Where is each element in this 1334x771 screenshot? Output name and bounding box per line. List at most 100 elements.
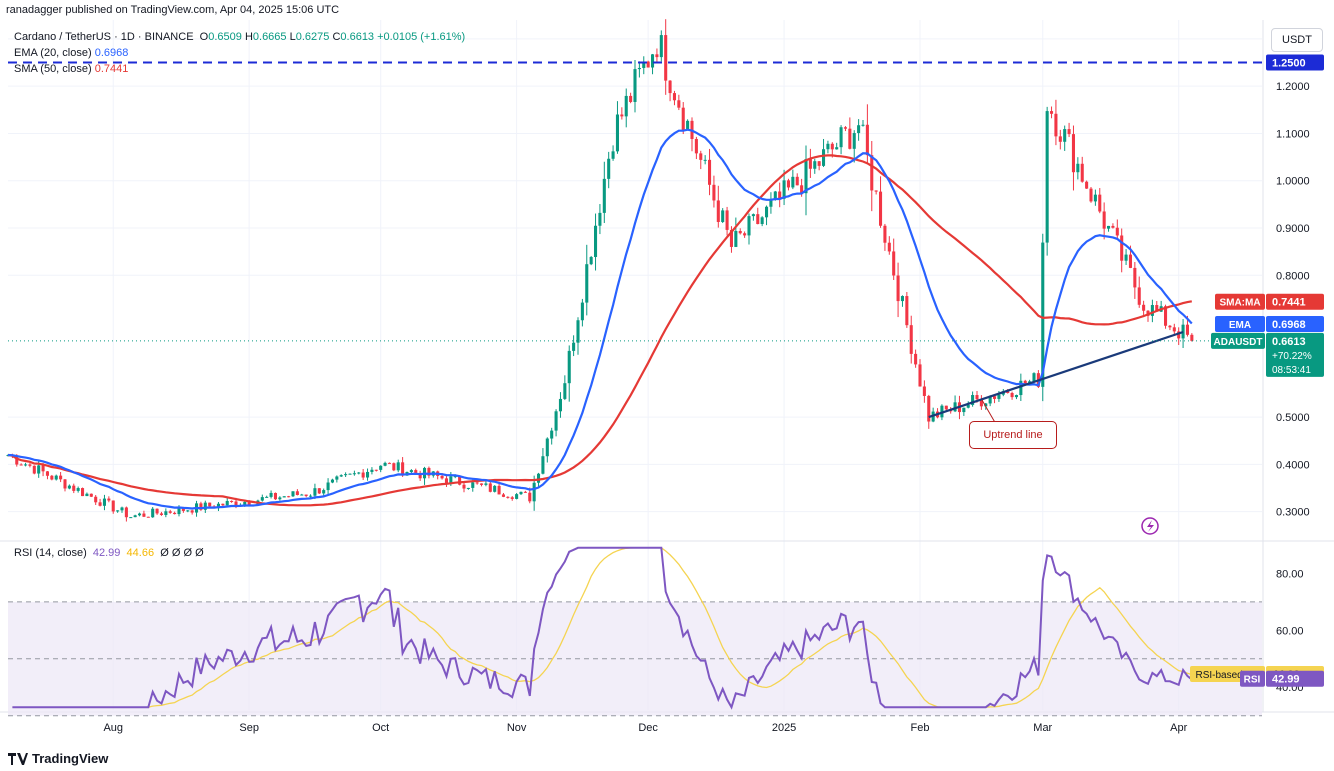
candle-body [151,508,155,518]
candle-body [199,503,203,510]
legend-rsi-row[interactable]: RSI (14, close) 42.99 44.66 Ø Ø Ø Ø [14,547,204,559]
candle-body [287,496,291,498]
candle-body [769,199,773,207]
candle-body [493,485,497,492]
countdown-value: 08:53:41 [1272,365,1311,376]
candle-body [344,474,348,476]
candle-body [234,501,238,507]
candle-body [646,61,650,68]
rsi-tag: RSI [1244,675,1261,686]
candle-body [1014,395,1018,398]
candle-body [313,488,317,496]
candle-body [247,501,251,506]
close-value: 0.6613 [340,31,375,43]
candle-body [1085,181,1089,189]
candle-body [686,120,690,131]
candle-body [370,469,374,472]
candle-body [1155,305,1159,312]
candle-body [672,93,676,101]
candle-body [585,264,589,303]
candle-body [716,200,720,222]
candle-body [550,430,554,439]
low-value: 0.6275 [295,31,330,43]
sma-value: 0.7441 [1272,297,1306,309]
candle-body [1045,111,1049,243]
price-tick-label: 0.3000 [1276,507,1310,519]
candle-body [300,494,304,496]
candle-body [32,465,36,474]
candle-body [1164,306,1168,326]
candle-body [523,491,527,493]
candle-body [984,403,988,407]
candle-body [979,399,983,407]
tradingview-logo[interactable]: TradingView [8,751,108,766]
candle-body [1058,136,1062,142]
candle-body [41,465,45,472]
candle-body [107,498,111,501]
candle-body [67,485,71,489]
flash-icon [1141,517,1159,535]
candle-body [168,511,172,513]
candle-body [28,464,32,466]
candle-body [1120,235,1124,261]
candle-body [905,296,909,326]
candle-body [181,507,185,511]
legend-ema-row[interactable]: EMA (20, close) 0.6968 [14,47,129,59]
candle-body [177,507,181,515]
candle-body [558,398,562,412]
candle-body [765,206,769,218]
candle-body [725,210,729,230]
candle-body [1054,113,1058,137]
candle-body [1023,380,1027,385]
candle-body [19,464,23,466]
candle-body [98,502,102,506]
rsi-line [12,546,1193,710]
candle-body [186,510,190,512]
candle-body [155,508,159,514]
publisher-line: ranadagger published on TradingView.com,… [6,4,340,16]
candle-body [721,210,725,222]
candle-body [50,475,54,480]
candle-body [510,497,514,499]
candle-body [120,507,124,511]
rsi-tag-bg [1240,670,1265,687]
candle-body [221,503,225,506]
candle-body [462,484,466,489]
ema-value: 0.6968 [1272,319,1306,331]
resistance-value: 1.2500 [1272,58,1306,70]
flash-icon-bolt [1147,520,1154,532]
candle-body [396,462,400,471]
candle-body [449,476,453,484]
candle-body [1172,327,1176,332]
candle-body [444,478,448,484]
candle-body [45,471,49,476]
time-tick-label: Feb [911,722,930,734]
candle-body [203,502,207,510]
time-tick-label: Oct [372,722,389,734]
candle-body [1032,373,1036,382]
candle-body [537,473,541,483]
candle-body [607,158,611,179]
candle-body [116,510,120,512]
time-tick-label: Mar [1033,722,1052,734]
candle-body [1142,304,1146,311]
candle-body [54,475,58,480]
candle-body [24,464,28,466]
legend-symbol[interactable]: Cardano / TetherUS · 1D · BINANCE [14,31,194,43]
candle-body [190,510,194,513]
candle-body [747,216,751,236]
tradingview-logo-icon [8,752,28,765]
moving-averages [7,128,1193,510]
currency-button[interactable]: USDT [1271,28,1323,52]
candle-body [971,395,975,405]
candle-body [791,176,795,188]
candle-body [900,296,904,302]
candle-body [1102,211,1106,229]
legend-sma-row[interactable]: SMA (50, close) 0.7441 [14,63,129,75]
candle-body [379,465,383,470]
candle-body [541,456,545,474]
candle-body [892,251,896,276]
candle-body [1107,225,1111,229]
candle-body [37,465,41,474]
candle-body [427,467,431,476]
